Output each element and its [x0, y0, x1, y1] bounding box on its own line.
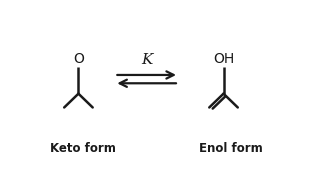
- Text: O: O: [73, 52, 84, 66]
- Text: Keto form: Keto form: [51, 142, 116, 155]
- Text: K: K: [141, 53, 152, 67]
- Text: OH: OH: [213, 52, 234, 66]
- Text: Enol form: Enol form: [199, 142, 263, 155]
